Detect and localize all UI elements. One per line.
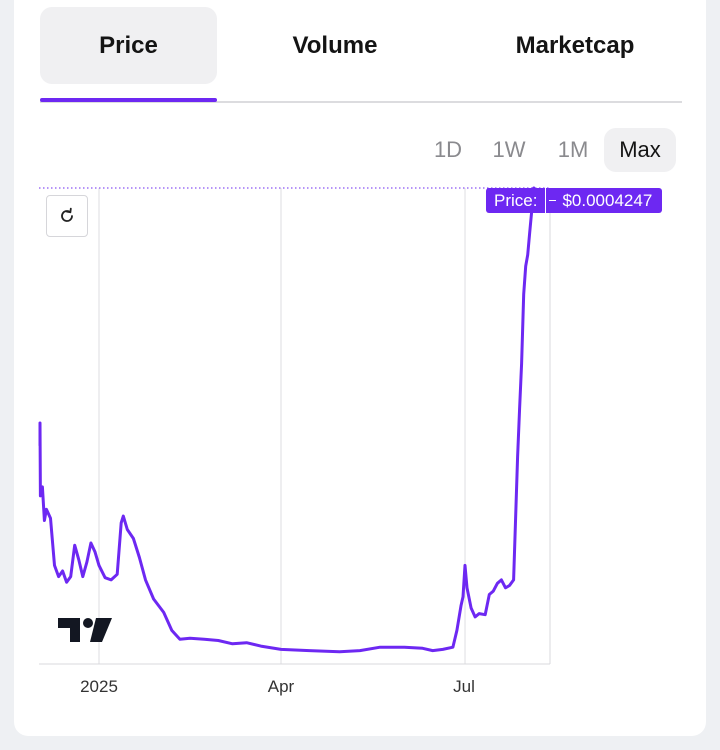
x-tick-label: 2025 bbox=[80, 677, 118, 696]
range-max-button[interactable]: Max bbox=[604, 128, 676, 172]
reset-icon bbox=[61, 207, 73, 222]
tradingview-logo-icon bbox=[58, 616, 114, 649]
price-card bbox=[14, 0, 706, 736]
price-tag-value: $0.0004247 bbox=[546, 188, 663, 213]
reset-chart-button[interactable] bbox=[46, 195, 88, 237]
tab-marketcap[interactable]: Marketcap bbox=[515, 31, 635, 59]
tab-volume[interactable]: Volume bbox=[292, 31, 378, 59]
price-tag: Price: $0.0004247 bbox=[486, 188, 663, 213]
range-1w-button[interactable]: 1W bbox=[492, 137, 526, 162]
price-tag-label: Price: bbox=[486, 188, 546, 213]
time-range-selector: 1D 1W 1M Max bbox=[420, 128, 676, 172]
range-1m-button[interactable]: 1M bbox=[557, 137, 589, 162]
x-tick-label: Apr bbox=[267, 677, 295, 696]
range-1d-button[interactable]: 1D bbox=[433, 137, 463, 162]
x-tick-label: Jul bbox=[453, 677, 475, 696]
chart-tabs: Price Volume Marketcap bbox=[40, 7, 682, 103]
tab-price[interactable]: Price bbox=[40, 7, 217, 84]
tabs-divider bbox=[40, 101, 682, 103]
active-tab-indicator bbox=[40, 98, 217, 102]
price-series-line bbox=[38, 186, 536, 654]
